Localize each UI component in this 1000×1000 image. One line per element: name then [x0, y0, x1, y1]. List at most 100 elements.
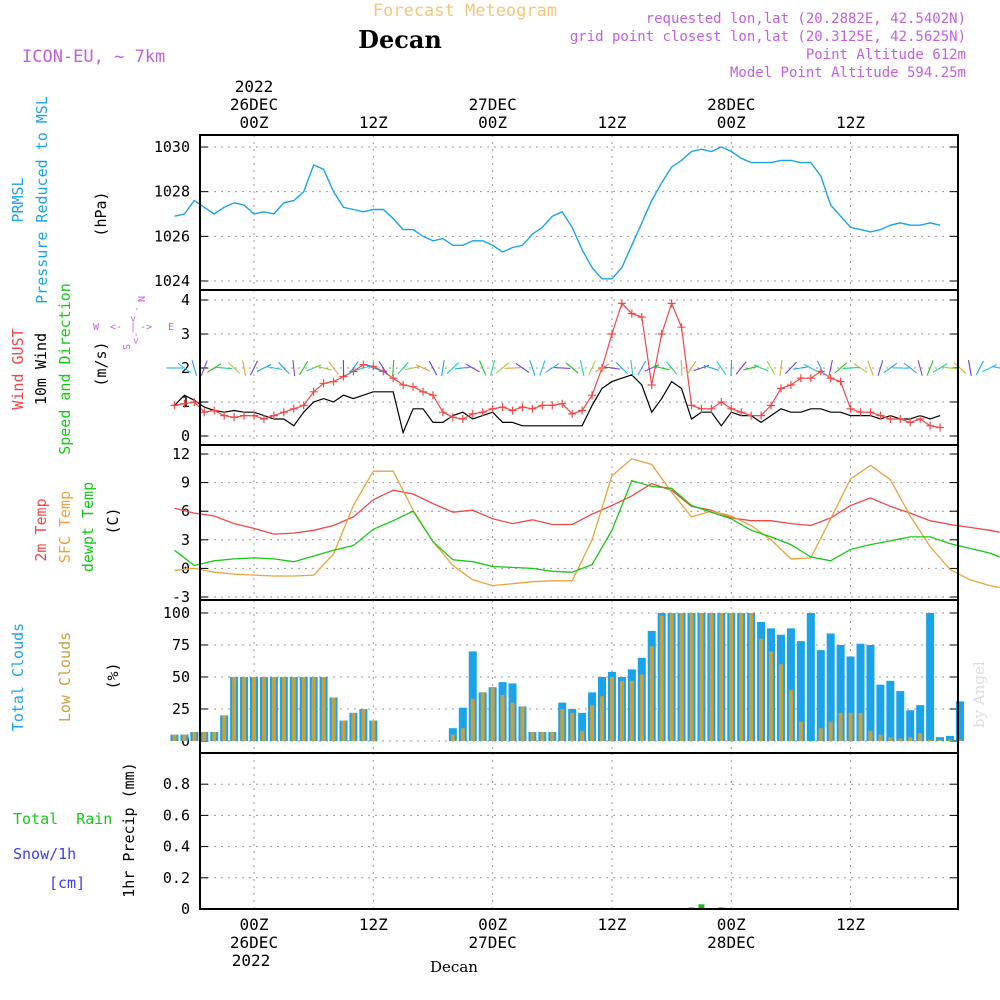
gust-marker: [578, 406, 587, 415]
total-cloud-bar: [906, 710, 915, 741]
wind-labels: Wind GUST 10m Wind Speed and Direction (…: [9, 283, 174, 455]
total-cloud-bar: [946, 735, 955, 741]
y-tick-label: 100: [163, 604, 190, 622]
wind-gust-line: [174, 301, 941, 429]
wind-gust-label: Wind GUST: [9, 328, 27, 409]
bottom-date-label: 28DEC: [707, 933, 755, 952]
wind-direction-arrow: [792, 366, 809, 370]
wind-direction-arrow: [465, 363, 480, 373]
gust-marker: [220, 411, 229, 420]
low-cloud-bar: [560, 709, 565, 741]
low-cloud-bar: [729, 613, 734, 741]
wind-10m-label: 10m Wind: [32, 333, 50, 405]
low-cloud-bar: [222, 715, 227, 741]
wind-direction-arrow: [630, 360, 634, 376]
y-tick-label: 9: [181, 474, 190, 492]
low-cloud-bar: [490, 687, 495, 741]
gust-marker: [409, 382, 418, 391]
total-cloud-bar: [876, 684, 885, 741]
gust-marker: [428, 391, 437, 400]
low-cloud-bar: [898, 738, 903, 741]
gust-marker: [498, 403, 507, 412]
gust-marker: [657, 330, 666, 338]
point-altitude: Point Altitude 612m: [806, 47, 966, 63]
total-cloud-bar: [916, 705, 925, 741]
wind-direction-arrow: [515, 362, 530, 374]
total-cloud-bar: [856, 643, 865, 741]
gust-marker: [309, 387, 318, 396]
wind-direction-arrow: [603, 366, 620, 370]
low-cloud-bar: [242, 677, 247, 741]
gust-marker: [786, 381, 795, 389]
low-cloud-bar: [371, 720, 376, 741]
clouds-unit: (%): [104, 662, 122, 689]
gust-marker: [747, 411, 756, 420]
gust-marker: [697, 404, 706, 413]
wind-direction-arrow: [653, 365, 670, 371]
wind-dir-label: Speed and Direction: [56, 283, 74, 455]
total-cloud-bar: [826, 633, 835, 741]
wind-direction-arrow: [200, 360, 208, 376]
temp-dew-label: dewpt Temp: [79, 482, 97, 572]
wind-direction-arrow: [784, 361, 797, 375]
wind-direction-arrow: [877, 360, 884, 376]
gust-marker: [936, 423, 945, 432]
y-tick-label: 0: [181, 900, 190, 918]
wind-direction-arrow: [766, 360, 776, 376]
bottom-time-label: 12Z: [836, 915, 865, 934]
gust-marker: [826, 374, 835, 383]
panel-wind: 0 1 2 3 4: [166, 290, 1000, 445]
wind-direction-arrow: [680, 359, 683, 377]
temp-unit: (C): [104, 507, 122, 534]
gust-marker: [687, 401, 696, 410]
wind-direction-arrow: [405, 365, 422, 371]
low-cloud-bar: [719, 613, 724, 741]
low-cloud-bar: [828, 721, 833, 741]
y-tick-label: 2: [181, 359, 190, 377]
low-cloud-bar: [600, 696, 605, 741]
wind-direction-arrow: [348, 361, 359, 375]
y-tick-label: 12: [172, 445, 190, 463]
wind-direction-arrow: [967, 360, 972, 376]
compass-e: E: [168, 322, 174, 333]
wind-direction-arrow: [637, 360, 647, 376]
precip-labels: Total Rain Snow/1h [cm] 1hr Precip (mm): [13, 762, 138, 897]
bottom-time-label: 00Z: [478, 915, 507, 934]
snow-cm-label: [cm]: [49, 874, 85, 892]
low-cloud-bar: [460, 728, 465, 741]
wind-direction-arrow: [579, 360, 585, 376]
wind-direction-arrow: [594, 363, 610, 373]
low-cloud-bar: [331, 697, 336, 741]
wind-direction-arrow: [615, 361, 628, 375]
wind-direction-arrow: [490, 360, 496, 376]
gust-marker: [478, 408, 487, 417]
temp-labels: 2m Temp SFC Temp dewpt Temp (C): [32, 482, 122, 572]
low-cloud-bar: [888, 737, 893, 741]
panel-frame: [199, 134, 959, 291]
y-tick-label: 0.6: [163, 806, 190, 824]
total-cloud-bar: [926, 613, 935, 741]
panels: 102410261028103001234-303691202550751000…: [154, 135, 1000, 918]
gust-marker: [647, 381, 656, 389]
wind-direction-arrow: [227, 362, 241, 374]
low-cloud-bar: [172, 734, 177, 741]
wind-unit: (m/s): [92, 341, 110, 386]
gust-marker: [269, 411, 278, 420]
low-cloud-bar: [321, 677, 326, 741]
svg-text:->: ->: [140, 322, 152, 333]
low-cloud-bar: [232, 677, 237, 741]
wind-direction-arrow: [735, 361, 747, 375]
pressure-unit: (hPa): [92, 191, 110, 236]
svg-text:<-: <-: [131, 332, 142, 344]
low-cloud-bar: [629, 680, 634, 741]
precip-unit: 1hr Precip (mm): [120, 762, 138, 897]
gust-marker: [757, 411, 766, 420]
top-time-label: 00Z: [240, 113, 269, 132]
low-cloud-bar: [709, 613, 714, 741]
y-tick-label: 1026: [154, 227, 190, 245]
low-cloud-bar: [361, 709, 366, 741]
gust-marker: [399, 381, 408, 389]
low-cloud-bar: [868, 730, 873, 741]
low-cloud-bar: [649, 646, 654, 741]
